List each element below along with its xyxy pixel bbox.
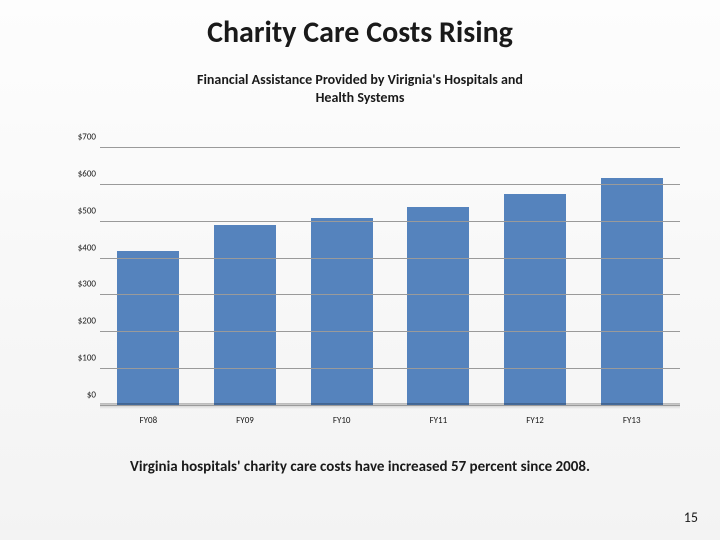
y-axis-label: $600 [60, 168, 96, 179]
bar-chart: FY08FY09FY10FY11FY12FY13 $0 $100 $200 $300 $… [60, 148, 680, 430]
gridline [100, 294, 680, 295]
chart-subtitle-line1: Financial Assistance Provided by Virigni… [197, 71, 523, 88]
chart-subtitle-line2: Health Systems [316, 89, 405, 106]
x-axis-label: FY08 [100, 415, 197, 426]
y-axis-label: $200 [60, 316, 96, 327]
y-axis-label: $400 [60, 242, 96, 253]
y-axis-label: $300 [60, 279, 96, 290]
y-axis-label: $100 [60, 353, 96, 364]
chart-subtitle: Financial Assistance Provided by Virigni… [0, 71, 720, 106]
x-axis-label: FY11 [390, 415, 487, 426]
slide: Charity Care Costs Rising Financial Assi… [0, 0, 720, 540]
gridline [100, 147, 680, 148]
y-axis-label: $700 [60, 132, 96, 143]
gridline [100, 221, 680, 222]
gridline [100, 184, 680, 185]
page-number: 15 [684, 509, 698, 526]
gridline [100, 405, 680, 406]
bar [504, 194, 566, 406]
x-axis-label: FY13 [583, 415, 680, 426]
bar [311, 218, 373, 406]
gridline [100, 368, 680, 369]
bar [214, 225, 276, 406]
y-axis-label: $500 [60, 205, 96, 216]
gridline [100, 258, 680, 259]
gridline [100, 331, 680, 332]
bar [407, 207, 469, 406]
bar [117, 251, 179, 406]
y-axis-label: $0 [60, 390, 96, 401]
x-axis-label: FY09 [197, 415, 294, 426]
x-axis-label: FY10 [293, 415, 390, 426]
slide-title: Charity Care Costs Rising [0, 0, 720, 51]
bar [601, 178, 663, 407]
plot-area: FY08FY09FY10FY11FY12FY13 [100, 148, 680, 406]
x-axis-label: FY12 [487, 415, 584, 426]
slide-caption: Virginia hospitals' charity care costs h… [0, 458, 720, 476]
